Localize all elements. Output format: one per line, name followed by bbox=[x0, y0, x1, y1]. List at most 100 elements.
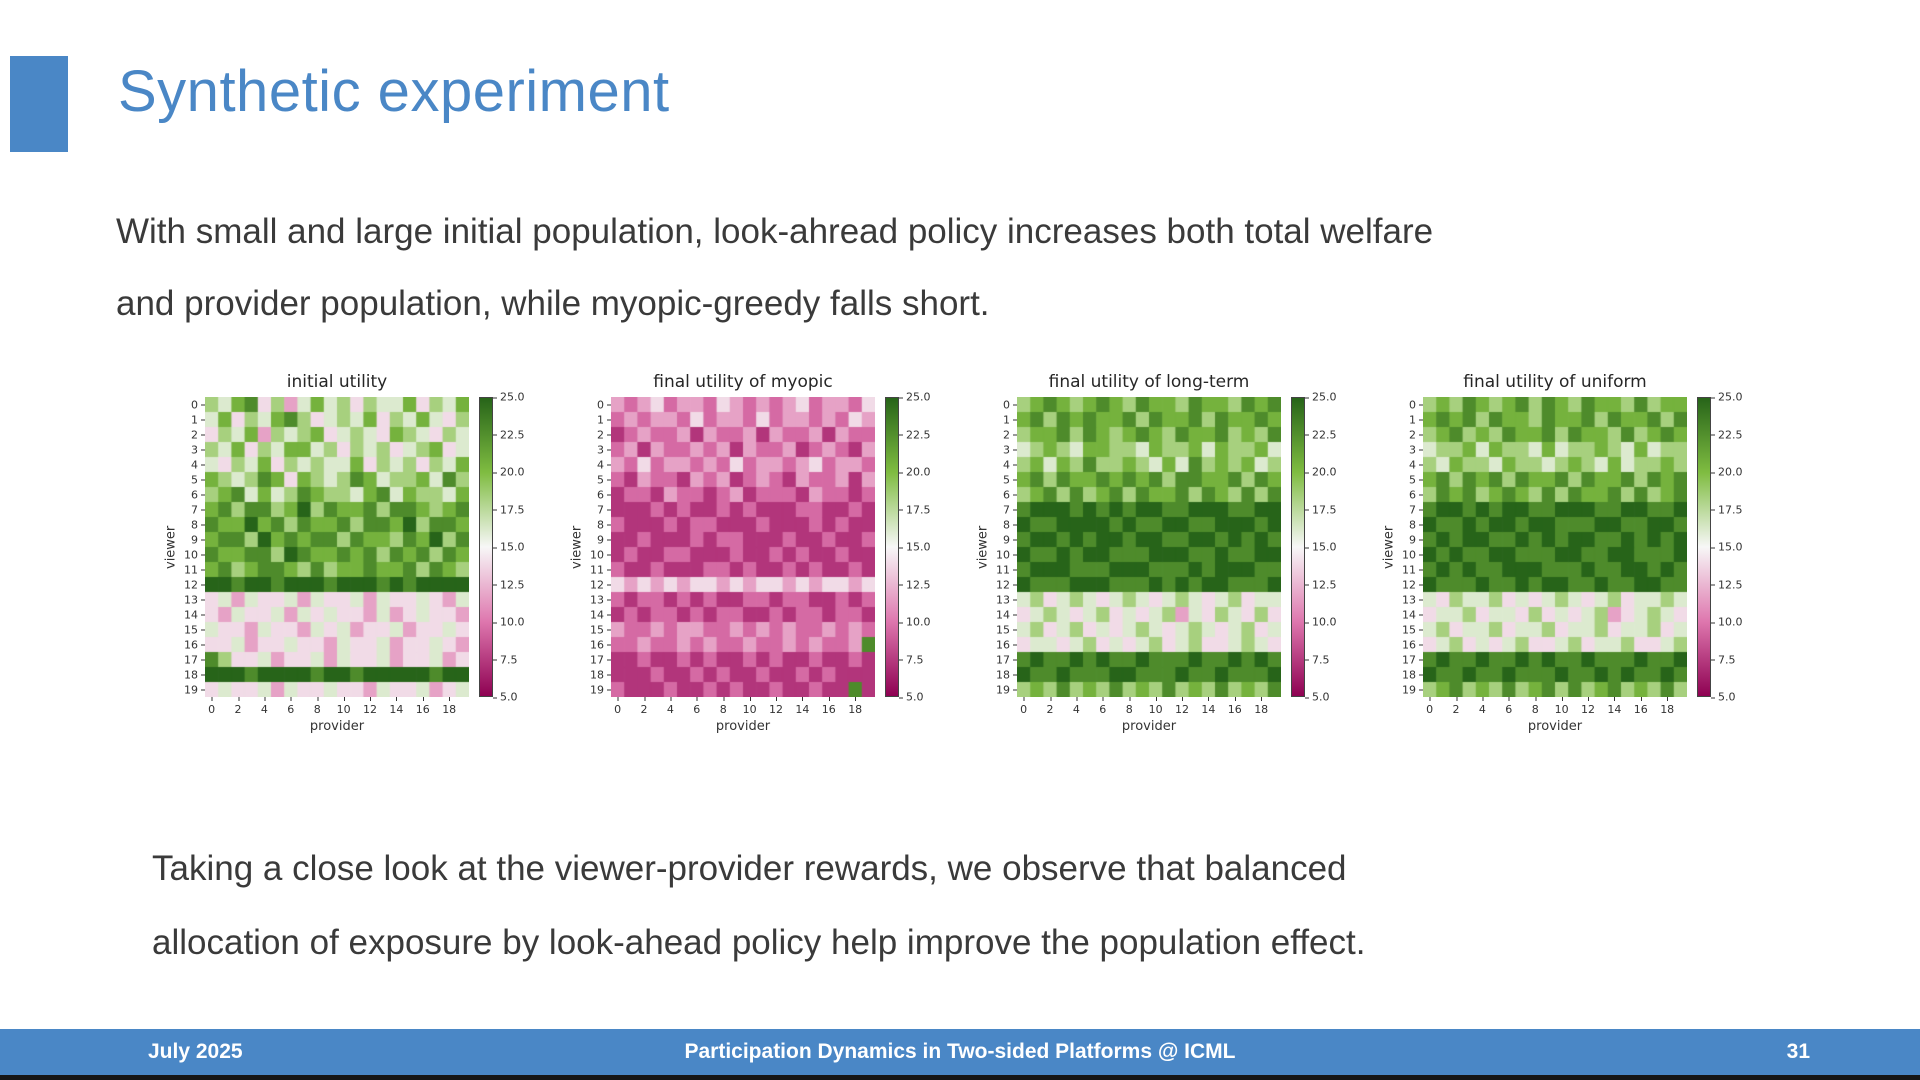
x-tick-label: 16 bbox=[821, 697, 836, 716]
y-tick-label: 8 bbox=[191, 518, 205, 531]
colorbar-tick-label: 10.0 bbox=[493, 615, 525, 629]
y-tick-label: 6 bbox=[191, 488, 205, 501]
y-tick-label: 3 bbox=[1003, 443, 1017, 456]
y-tick-label: 12 bbox=[996, 578, 1017, 591]
colorbar-tick-label: 12.5 bbox=[1305, 578, 1337, 591]
x-tick-label: 14 bbox=[1607, 697, 1622, 716]
x-tick-label: 14 bbox=[795, 697, 810, 716]
y-tick-label: 1 bbox=[1003, 413, 1017, 426]
y-tick-label: 18 bbox=[996, 668, 1017, 681]
y-tick-label: 10 bbox=[184, 548, 205, 561]
colorbar bbox=[885, 397, 899, 697]
x-tick-label: 10 bbox=[1148, 697, 1163, 716]
heatmap-plot bbox=[611, 397, 875, 697]
colorbar-tick-label: 12.5 bbox=[899, 578, 931, 591]
x-tick-label: 14 bbox=[1201, 697, 1216, 716]
y-tick-label: 17 bbox=[184, 653, 205, 666]
y-tick-label: 16 bbox=[590, 638, 611, 651]
y-tick-label: 18 bbox=[184, 668, 205, 681]
x-tick-label: 6 bbox=[693, 697, 701, 716]
y-tick-label: 12 bbox=[184, 578, 205, 591]
y-tick-label: 10 bbox=[590, 548, 611, 561]
footer-bar: July 2025 Participation Dynamics in Two-… bbox=[0, 1029, 1920, 1075]
colorbar-tick-label: 17.5 bbox=[899, 503, 931, 516]
colorbar-tick-label: 5.0 bbox=[899, 690, 924, 704]
colorbar-tick-label: 7.5 bbox=[1305, 653, 1330, 666]
x-tick-label: 12 bbox=[1581, 697, 1595, 716]
y-tick-label: 7 bbox=[1003, 503, 1017, 516]
y-tick-label: 12 bbox=[1402, 578, 1423, 591]
y-tick-label: 10 bbox=[996, 548, 1017, 561]
colorbar bbox=[479, 397, 493, 697]
y-tick-label: 0 bbox=[597, 398, 611, 411]
x-tick-label: 16 bbox=[1227, 697, 1242, 716]
x-tick-label: 12 bbox=[363, 697, 377, 716]
colorbar bbox=[1697, 397, 1711, 697]
x-tick-label: 4 bbox=[1072, 697, 1080, 716]
colorbar-tick-label: 10.0 bbox=[1305, 615, 1337, 629]
y-tick-label: 7 bbox=[1409, 503, 1423, 516]
x-tick-label: 0 bbox=[614, 697, 622, 716]
y-tick-label: 9 bbox=[191, 533, 205, 546]
y-tick-label: 17 bbox=[996, 653, 1017, 666]
y-tick-label: 8 bbox=[1003, 518, 1017, 531]
x-axis-ticks: 0 2 4 6 8 10 12 14 16 18 bbox=[1423, 697, 1687, 717]
y-tick-label: 5 bbox=[597, 473, 611, 486]
x-tick-label: 18 bbox=[442, 697, 457, 716]
y-tick-label: 3 bbox=[597, 443, 611, 456]
x-tick-label: 18 bbox=[1660, 697, 1675, 716]
colorbar-tick-label: 22.5 bbox=[1305, 428, 1337, 441]
colorbar-tick-label: 15.0 bbox=[1305, 540, 1337, 554]
y-tick-label: 11 bbox=[590, 563, 611, 576]
colorbar-tick-label: 20.0 bbox=[1305, 465, 1337, 479]
colorbar-tick-label: 7.5 bbox=[493, 653, 518, 666]
colorbar-tick-label: 12.5 bbox=[1711, 578, 1743, 591]
x-tick-label: 8 bbox=[1125, 697, 1133, 716]
y-tick-label: 7 bbox=[597, 503, 611, 516]
x-tick-label: 10 bbox=[1554, 697, 1569, 716]
x-tick-label: 6 bbox=[287, 697, 295, 716]
y-tick-label: 12 bbox=[590, 578, 611, 591]
y-tick-label: 2 bbox=[1409, 428, 1423, 441]
colorbar-tick-label: 5.0 bbox=[1305, 690, 1330, 704]
y-tick-label: 2 bbox=[191, 428, 205, 441]
y-tick-label: 2 bbox=[597, 428, 611, 441]
y-axis-ticks: 0 1 2 3 4 5 6 7 8 9 10 11 12 13 14 15 16 17 18 19 bbox=[585, 397, 611, 697]
y-axis-label: viewer bbox=[569, 525, 585, 569]
y-tick-label: 9 bbox=[1409, 533, 1423, 546]
y-tick-label: 15 bbox=[184, 623, 205, 636]
x-tick-label: 6 bbox=[1505, 697, 1513, 716]
y-tick-label: 10 bbox=[1402, 548, 1423, 561]
y-tick-label: 19 bbox=[996, 683, 1017, 696]
y-tick-label: 6 bbox=[1409, 488, 1423, 501]
x-tick-label: 4 bbox=[260, 697, 268, 716]
y-tick-label: 17 bbox=[590, 653, 611, 666]
heatmap-figure-initial: initial utility viewer 0 1 2 3 4 5 6 7 8 9 10 11 12 1… bbox=[163, 372, 539, 734]
x-tick-label: 16 bbox=[1633, 697, 1648, 716]
y-tick-label: 5 bbox=[1003, 473, 1017, 486]
x-tick-label: 18 bbox=[1254, 697, 1269, 716]
x-tick-label: 8 bbox=[1531, 697, 1539, 716]
x-axis-ticks: 0 2 4 6 8 10 12 14 16 18 bbox=[205, 697, 469, 717]
x-tick-label: 0 bbox=[1020, 697, 1028, 716]
footer-title: Participation Dynamics in Two-sided Plat… bbox=[684, 1040, 1236, 1063]
y-tick-label: 0 bbox=[1409, 398, 1423, 411]
body-text-line: allocation of exposure by look-ahead pol… bbox=[152, 923, 1366, 962]
x-axis-label: provider bbox=[1527, 719, 1583, 734]
chart-title: final utility of myopic bbox=[653, 372, 833, 392]
colorbar-tick-label: 12.5 bbox=[493, 578, 525, 591]
y-tick-label: 19 bbox=[184, 683, 205, 696]
y-tick-label: 6 bbox=[1003, 488, 1017, 501]
y-tick-label: 3 bbox=[191, 443, 205, 456]
y-tick-label: 0 bbox=[1003, 398, 1017, 411]
colorbar-tick-label: 25.0 bbox=[899, 390, 931, 404]
body-text-line: With small and large initial population,… bbox=[116, 212, 1434, 251]
y-tick-label: 4 bbox=[1409, 458, 1423, 471]
colorbar-tick-label: 22.5 bbox=[493, 428, 525, 441]
chart-title: final utility of long-term bbox=[1048, 372, 1250, 392]
y-tick-label: 16 bbox=[1402, 638, 1423, 651]
colorbar-tick-label: 5.0 bbox=[1711, 690, 1736, 704]
y-tick-label: 13 bbox=[996, 593, 1017, 606]
